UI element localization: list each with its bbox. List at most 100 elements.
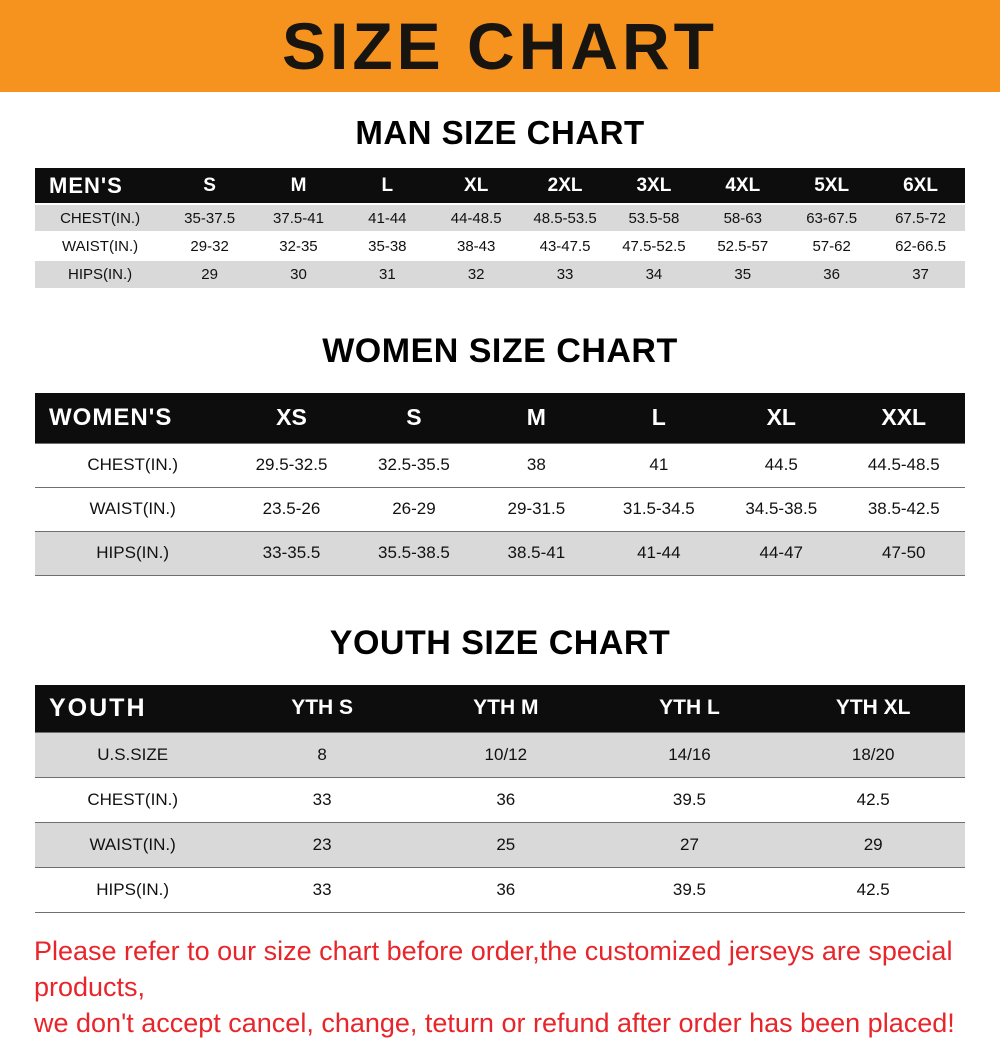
size-value-cell: 31.5-34.5 [622, 499, 695, 518]
column-header: S [352, 393, 476, 443]
size-value-cell: 62-66.5 [895, 237, 946, 255]
size-value-cell: 23 [312, 835, 332, 854]
table-corner-label: WOMEN'S [35, 393, 231, 443]
size-value-cell: 27 [680, 835, 699, 854]
size-value-cell: 32.5-35.5 [378, 455, 450, 474]
size-value-cell: 63-67.5 [806, 209, 858, 227]
column-header: YTH L [597, 684, 782, 733]
section-title: WOMEN SIZE CHART [322, 332, 678, 370]
row-label: U.S.SIZE [97, 745, 169, 764]
row-label: CHEST(IN.) [87, 790, 178, 809]
size-value-cell: 30 [290, 266, 307, 283]
table-header-row: WOMEN'S XS S M L XL XXL [35, 393, 965, 443]
table-row: CHEST(IN.) 29.5-32.5 32.5-35.5 38 41 44.5 44.5… [35, 443, 965, 487]
size-value-cell: 34 [645, 266, 663, 283]
column-header: 5XL [787, 168, 877, 204]
size-value-cell: 44.5 [764, 455, 798, 474]
size-chart-section: WOMEN SIZE CHART WOMEN'S XS S M L XL XXL CHEST(I… [0, 332, 1000, 576]
column-header: 4XL [698, 168, 788, 204]
size-value-cell: 33 [556, 266, 574, 283]
size-value-cell: 33 [312, 880, 332, 899]
size-value-cell: 10/12 [484, 745, 528, 764]
size-value-cell: 41-44 [637, 543, 681, 562]
size-table: YOUTH YTH S YTH M YTH L YTH XL U.S.SIZE 8 10/12… [35, 684, 965, 914]
size-value-cell: 29.5-32.5 [255, 455, 328, 474]
size-value-cell: 36 [496, 790, 516, 809]
column-header: XL [431, 168, 521, 204]
size-value-cell: 47-50 [882, 543, 926, 562]
size-value-cell: 41 [649, 455, 669, 474]
footer-line-2: we don't accept cancel, change, teturn o… [34, 1008, 955, 1038]
column-header: S [165, 168, 255, 204]
size-value-cell: 31 [378, 266, 396, 283]
table-corner-label: YOUTH [35, 684, 231, 733]
size-value-cell: 35-37.5 [184, 209, 236, 227]
size-value-cell: 38.5-41 [507, 543, 566, 562]
size-value-cell: 57-62 [812, 237, 851, 255]
size-value-cell: 42.5 [856, 790, 890, 809]
size-value-cell: 18/20 [851, 745, 895, 764]
size-value-cell: 32-35 [279, 237, 318, 255]
table-row: WAIST(IN.) 23.5-26 26-29 29-31.5 31.5-34.5 34… [35, 487, 965, 531]
size-value-cell: 48.5-53.5 [533, 209, 597, 227]
size-value-cell: 41-44 [368, 209, 407, 227]
column-header: XS [230, 393, 353, 443]
size-chart-section: YOUTH SIZE CHART YOUTH YTH S YTH M YTH L YTH … [0, 624, 1000, 914]
size-value-cell: 32 [467, 266, 485, 283]
table-row: HIPS(IN.) 33 36 39.5 42.5 [35, 867, 965, 913]
size-value-cell: 52.5-57 [717, 237, 769, 255]
size-value-cell: 37.5-41 [273, 209, 324, 227]
size-value-cell: 36 [496, 880, 516, 899]
column-header: M [254, 168, 343, 204]
size-value-cell: 43-47.5 [539, 237, 591, 255]
size-table: MEN'S S M L XL 2XL 3XL 4XL 5XL 6XL CHEST(IN.) 35-37… [35, 168, 965, 288]
size-value-cell: 58-63 [723, 209, 762, 227]
table-row: HIPS(IN.) 33-35.5 35.5-38.5 38.5-41 41-44 44-… [35, 531, 965, 575]
column-header: YTH S [230, 684, 414, 733]
size-value-cell: 23.5-26 [262, 499, 321, 518]
table-row: CHEST(IN.) 33 36 39.5 42.5 [35, 777, 965, 823]
column-header: XL [720, 393, 843, 443]
size-value-cell: 44.5-48.5 [867, 455, 940, 474]
table-row: CHEST(IN.) 35-37.5 37.5-41 41-44 44-48.5 48.5… [35, 204, 965, 232]
row-label: CHEST(IN.) [87, 455, 178, 474]
size-value-cell: 35-38 [368, 237, 407, 255]
footer-note: Please refer to our size chart before or… [34, 933, 966, 1041]
size-table: WOMEN'S XS S M L XL XXL CHEST(IN.) 29.5-32.5 32.5… [35, 393, 965, 576]
row-label: HIPS(IN.) [96, 543, 170, 562]
size-value-cell: 37 [912, 266, 929, 283]
row-label: WAIST(IN.) [62, 237, 139, 255]
size-value-cell: 35 [734, 266, 752, 283]
table-row: U.S.SIZE 8 10/12 14/16 18/20 [35, 732, 965, 778]
column-header: M [475, 393, 598, 443]
size-value-cell: 42.5 [856, 880, 890, 899]
size-value-cell: 38.5-42.5 [867, 499, 940, 518]
footer-line-1: Please refer to our size chart before or… [34, 936, 953, 1002]
size-value-cell: 8 [317, 745, 327, 764]
row-label: HIPS(IN.) [96, 880, 170, 899]
column-header: YTH XL [781, 684, 965, 733]
page-title: SIZE CHART [282, 9, 718, 83]
size-value-cell: 29 [201, 266, 218, 283]
size-value-cell: 14/16 [668, 745, 711, 764]
size-value-cell: 38 [526, 455, 546, 474]
row-label: WAIST(IN.) [89, 499, 176, 518]
column-header: 3XL [609, 168, 699, 204]
table-row: WAIST(IN.) 29-32 32-35 35-38 38-43 43-47.5 47.… [35, 232, 965, 260]
column-header: YTH M [413, 684, 598, 733]
section-title: MAN SIZE CHART [355, 114, 645, 151]
size-value-cell: 29-32 [190, 237, 229, 255]
section-title: YOUTH SIZE CHART [329, 623, 671, 662]
size-value-cell: 38-43 [457, 237, 496, 255]
size-value-cell: 25 [496, 835, 516, 854]
size-chart-section: MAN SIZE CHART MEN'S S M L XL 2XL 3XL 4XL 5XL 6XL C… [0, 114, 1000, 288]
size-value-cell: 44-47 [759, 543, 803, 562]
column-header: L [597, 393, 721, 443]
table-corner-label: MEN'S [35, 168, 166, 204]
size-value-cell: 36 [823, 266, 840, 283]
size-value-cell: 67.5-72 [895, 209, 946, 227]
column-header: 6XL [876, 168, 965, 204]
size-value-cell: 34.5-38.5 [745, 499, 818, 518]
size-value-cell: 39.5 [672, 790, 707, 809]
column-header: XXL [842, 393, 965, 443]
